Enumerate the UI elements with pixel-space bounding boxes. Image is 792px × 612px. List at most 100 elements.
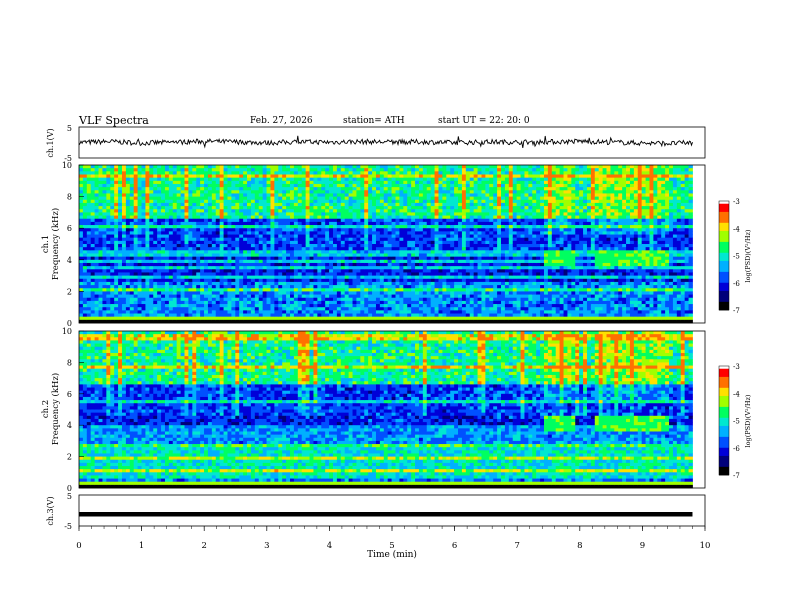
spectrogram-cell [388, 285, 392, 289]
spectrogram-cell [403, 291, 407, 295]
spectrogram-cell [442, 212, 446, 216]
spectrogram-cell [435, 260, 439, 264]
spectrogram-cell [321, 184, 325, 188]
spectrogram-cell [102, 184, 106, 188]
spectrogram-cell [286, 250, 290, 254]
spectrogram-cell [145, 263, 149, 267]
spectrogram-cell [435, 241, 439, 245]
spectrogram-cell [310, 187, 314, 191]
spectrogram-cell [415, 272, 419, 276]
spectrogram-cell [458, 231, 462, 235]
spectrogram-cell [341, 219, 345, 223]
spectrogram-cell [423, 272, 427, 276]
spectrogram-cell [99, 190, 103, 194]
spectrogram-cell [321, 301, 325, 305]
spectrogram-cell [392, 231, 396, 235]
spectrogram-cell [188, 244, 192, 248]
spectrogram-cell [247, 260, 251, 264]
spectrogram-cell [130, 285, 134, 289]
spectrogram-cell [270, 231, 274, 235]
spectrogram-cell [310, 310, 314, 314]
spectrogram-cell [267, 225, 271, 229]
spectrogram-cell [169, 168, 173, 172]
spectrogram-cell [239, 235, 243, 239]
spectrogram-cell [220, 253, 224, 257]
spectrogram-cell [302, 228, 306, 232]
spectrogram-cell [274, 203, 278, 207]
spectrogram-cell [380, 241, 384, 245]
spectrogram-cell [122, 250, 126, 254]
spectrogram-cell [216, 197, 220, 201]
spectrogram-cell [356, 184, 360, 188]
spectrogram-cell [145, 285, 149, 289]
spectrogram-cell [216, 247, 220, 251]
spectrogram-cell [122, 301, 126, 305]
spectrogram-cell [431, 190, 435, 194]
spectrogram-cell [462, 209, 466, 213]
spectrogram-cell [302, 317, 306, 321]
spectrogram-cell [286, 279, 290, 283]
spectrogram-cell [392, 247, 396, 251]
spectrogram-cell [286, 212, 290, 216]
spectrogram-cell [79, 206, 83, 210]
spectrogram-cell [310, 168, 314, 172]
spectrogram-cell [247, 298, 251, 302]
spectrogram-cell [247, 276, 251, 280]
spectrogram-cell [438, 310, 442, 314]
spectrogram-cell [462, 317, 466, 321]
spectrogram-cell [145, 301, 149, 305]
spectrogram-cell [388, 257, 392, 261]
spectrogram-cell [282, 263, 286, 267]
spectrogram-cell [396, 301, 400, 305]
spectrogram-cell [255, 228, 259, 232]
spectrogram-cell [263, 279, 267, 283]
spectrogram-cell [114, 263, 118, 267]
spectrogram-cell [130, 187, 134, 191]
spectrogram-cell [282, 253, 286, 257]
spectrogram-cell [99, 181, 103, 185]
spectrogram-cell [165, 168, 169, 172]
spectrogram-cell [372, 231, 376, 235]
spectrogram-cell [376, 225, 380, 229]
spectrogram-cell [181, 241, 185, 245]
spectrogram-cell [438, 228, 442, 232]
spectrogram-cell [95, 263, 99, 267]
spectrogram-cell [462, 310, 466, 314]
spectrogram-cell [278, 193, 282, 197]
spectrogram-cell [188, 282, 192, 286]
spectrogram-cell [239, 171, 243, 175]
spectrogram-cell [114, 178, 118, 182]
spectrogram-cell [399, 295, 403, 299]
spectrogram-cell [380, 263, 384, 267]
spectrogram-cell [399, 244, 403, 248]
spectrogram-cell [142, 200, 146, 204]
spectrogram-cell [130, 276, 134, 280]
spectrogram-cell [446, 206, 450, 210]
spectrogram-cell [360, 212, 364, 216]
spectrogram-cell [313, 222, 317, 226]
spectrogram-cell [157, 174, 161, 178]
spectrogram-cell [220, 295, 224, 299]
spectrogram-cell [411, 285, 415, 289]
spectrogram-cell [454, 250, 458, 254]
spectrogram-cell [329, 269, 333, 273]
spectrogram-cell [145, 187, 149, 191]
spectrogram-cell [356, 266, 360, 270]
spectrogram-cell [298, 206, 302, 210]
spectrogram-cell [145, 314, 149, 318]
spectrogram-cell [79, 244, 83, 248]
spectrogram-cell [235, 260, 239, 264]
spectrogram-cell [130, 235, 134, 239]
spectrogram-cell [110, 165, 114, 169]
spectrogram-cell [306, 307, 310, 311]
spectrogram-cell [384, 279, 388, 283]
spectrogram-cell [372, 228, 376, 232]
spectrogram-cell [216, 165, 220, 169]
spectrogram-cell [450, 197, 454, 201]
spectrogram-cell [188, 250, 192, 254]
spectrogram-cell [177, 244, 181, 248]
spectrogram-cell [388, 184, 392, 188]
spectrogram-cell [349, 253, 353, 257]
spectrogram-cell [239, 216, 243, 220]
spectrogram-cell [192, 171, 196, 175]
